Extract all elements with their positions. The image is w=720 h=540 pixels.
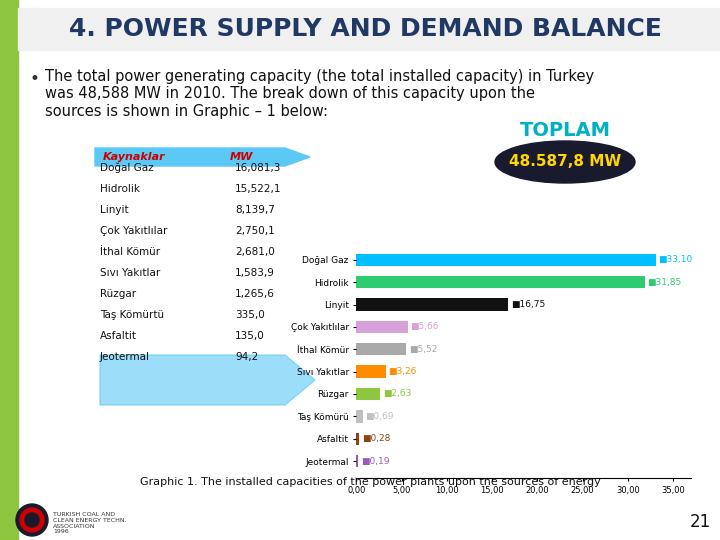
Text: ■0,19: ■0,19 — [361, 457, 390, 465]
Text: ■0,69: ■0,69 — [365, 412, 394, 421]
Text: ■31,85: ■31,85 — [647, 278, 682, 287]
Text: ■3,26: ■3,26 — [389, 367, 417, 376]
Text: 2,681,0: 2,681,0 — [235, 247, 275, 257]
Text: Kaynaklar: Kaynaklar — [103, 152, 166, 162]
Text: ■5,52: ■5,52 — [409, 345, 438, 354]
Bar — [18, 8, 720, 50]
FancyArrow shape — [100, 355, 315, 405]
Bar — [0, 0, 18, 540]
Circle shape — [25, 513, 39, 527]
Text: 94,2: 94,2 — [235, 352, 258, 362]
Bar — [356, 366, 386, 378]
Text: 21: 21 — [689, 513, 711, 531]
Bar — [356, 433, 359, 445]
Text: MW: MW — [230, 152, 253, 162]
Text: İthal Kömür: İthal Kömür — [100, 247, 160, 257]
Ellipse shape — [495, 141, 635, 183]
Text: ■5,66: ■5,66 — [410, 322, 438, 332]
Bar — [356, 410, 363, 422]
Text: Taş Kömürtü: Taş Kömürtü — [100, 310, 164, 320]
Circle shape — [16, 504, 48, 536]
Text: Jeotermal: Jeotermal — [100, 352, 150, 362]
Text: 2,750,1: 2,750,1 — [235, 226, 275, 236]
Text: ■16,75: ■16,75 — [510, 300, 545, 309]
Text: 8,139,7: 8,139,7 — [235, 205, 275, 215]
Text: •: • — [30, 70, 40, 88]
Text: Linyit: Linyit — [100, 205, 129, 215]
Bar — [356, 254, 656, 266]
Text: 48.587,8 MW: 48.587,8 MW — [509, 154, 621, 170]
Bar — [356, 455, 358, 467]
Bar — [356, 388, 380, 400]
Text: Sıvı Yakıtlar: Sıvı Yakıtlar — [100, 268, 161, 278]
Text: 135,0: 135,0 — [235, 331, 265, 341]
Text: ■0,28: ■0,28 — [361, 434, 390, 443]
Circle shape — [20, 508, 44, 532]
Text: Hidrolik: Hidrolik — [100, 184, 140, 194]
Bar — [356, 321, 408, 333]
Text: ■33,10: ■33,10 — [659, 255, 693, 264]
Text: TOPLAM: TOPLAM — [520, 120, 611, 139]
Text: The total power generating capacity (the total installed capacity) in Turkey
was: The total power generating capacity (the… — [45, 69, 594, 119]
Text: Asfaltit: Asfaltit — [100, 331, 137, 341]
Text: Çok Yakıtlılar: Çok Yakıtlılar — [100, 226, 167, 236]
FancyArrow shape — [95, 148, 310, 166]
Bar — [356, 343, 406, 355]
Bar — [356, 276, 644, 288]
Text: Rüzgar: Rüzgar — [100, 289, 136, 299]
Text: 335,0: 335,0 — [235, 310, 265, 320]
Text: Doğal Gaz: Doğal Gaz — [100, 163, 153, 173]
Text: 15,522,1: 15,522,1 — [235, 184, 282, 194]
Bar — [356, 299, 508, 310]
Text: 4. POWER SUPPLY AND DEMAND BALANCE: 4. POWER SUPPLY AND DEMAND BALANCE — [68, 17, 662, 41]
Text: Graphic 1. The installed capacities of the power plants upon the sources of ener: Graphic 1. The installed capacities of t… — [140, 477, 600, 487]
Text: 1,583,9: 1,583,9 — [235, 268, 275, 278]
Text: TURKISH COAL AND
CLEAN ENERGY TECHN.
ASSOCIATION
1996: TURKISH COAL AND CLEAN ENERGY TECHN. ASS… — [53, 512, 127, 535]
Text: 16,081,3: 16,081,3 — [235, 163, 282, 173]
Text: 1,265,6: 1,265,6 — [235, 289, 275, 299]
Text: ■2,63: ■2,63 — [383, 389, 411, 399]
